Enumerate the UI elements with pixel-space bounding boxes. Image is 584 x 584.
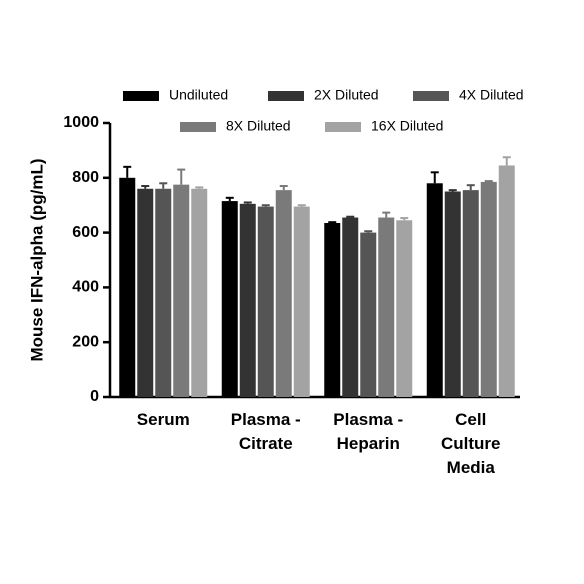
x-tick-line: Heparin bbox=[337, 434, 400, 453]
x-tick-label: Plasma - Heparin bbox=[333, 410, 403, 453]
bar bbox=[444, 191, 461, 397]
error-bar bbox=[400, 217, 409, 221]
x-tick-label: Cell Culture Media bbox=[441, 410, 501, 477]
error-bar bbox=[261, 204, 270, 207]
x-tick-line: Plasma - bbox=[231, 410, 301, 429]
x-tick-line: Media bbox=[447, 458, 496, 477]
x-tick-label: Serum bbox=[137, 410, 190, 429]
legend-label: 8X Diluted bbox=[226, 118, 291, 134]
legend-swatch bbox=[268, 91, 304, 101]
legend-swatch bbox=[180, 122, 216, 132]
bar bbox=[275, 190, 292, 397]
legend-swatch bbox=[123, 91, 159, 101]
bar bbox=[324, 223, 341, 397]
error-bar bbox=[328, 221, 337, 224]
bar bbox=[137, 188, 154, 397]
bar bbox=[360, 232, 377, 397]
error-bar bbox=[430, 171, 439, 184]
error-bar bbox=[466, 184, 475, 191]
error-bar bbox=[484, 180, 493, 183]
bar bbox=[191, 188, 208, 397]
x-tick-line: Plasma - bbox=[333, 410, 403, 429]
bar bbox=[396, 220, 413, 397]
y-tick-label: 200 bbox=[72, 333, 99, 350]
bar bbox=[119, 177, 136, 397]
bar bbox=[480, 181, 497, 397]
bar bbox=[239, 203, 256, 397]
x-tick-line: Citrate bbox=[239, 434, 293, 453]
bar bbox=[378, 217, 395, 397]
legend-label: Undiluted bbox=[169, 87, 228, 103]
x-tick-line: Cell bbox=[455, 410, 486, 429]
y-axis-label: Mouse IFN-alpha (pg/mL) bbox=[27, 158, 46, 361]
bar bbox=[498, 165, 515, 397]
y-tick-label: 400 bbox=[72, 279, 99, 296]
legend-label: 2X Diluted bbox=[314, 87, 379, 103]
y-tick-label: 800 bbox=[72, 169, 99, 186]
y-tick-label: 600 bbox=[72, 224, 99, 241]
y-tick-label: 1000 bbox=[63, 114, 99, 131]
legend-swatch bbox=[325, 122, 361, 132]
legend-swatch bbox=[413, 91, 449, 101]
error-bar bbox=[297, 204, 306, 207]
bar bbox=[155, 188, 172, 397]
error-bar bbox=[243, 201, 252, 204]
error-bar bbox=[346, 215, 355, 218]
x-tick-line: Serum bbox=[137, 410, 190, 429]
bar bbox=[221, 201, 238, 397]
error-bar bbox=[195, 186, 204, 189]
y-tick-label: 0 bbox=[90, 388, 99, 405]
error-bar bbox=[177, 168, 186, 185]
error-bar bbox=[448, 189, 457, 192]
bar bbox=[293, 206, 310, 397]
bar bbox=[342, 217, 359, 397]
error-bar bbox=[279, 185, 288, 191]
error-bar bbox=[364, 230, 373, 233]
error-bar bbox=[382, 211, 391, 218]
x-tick-line: Culture bbox=[441, 434, 501, 453]
error-bar bbox=[123, 165, 132, 178]
legend-label: 16X Diluted bbox=[371, 118, 443, 134]
error-bar bbox=[141, 185, 150, 189]
x-tick-label: Plasma - Citrate bbox=[231, 410, 301, 453]
error-bar bbox=[159, 182, 168, 189]
legend-label: 4X Diluted bbox=[459, 87, 524, 103]
error-bar bbox=[502, 156, 511, 166]
bar bbox=[257, 206, 274, 397]
bar bbox=[173, 184, 190, 397]
bar bbox=[426, 183, 443, 397]
bar bbox=[462, 190, 479, 397]
error-bar bbox=[225, 196, 234, 202]
